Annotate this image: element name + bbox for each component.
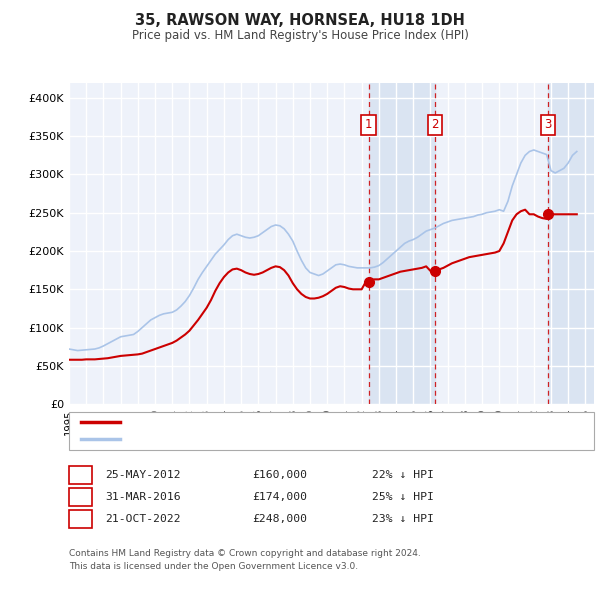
Text: This data is licensed under the Open Government Licence v3.0.: This data is licensed under the Open Gov… xyxy=(69,562,358,571)
Text: 2: 2 xyxy=(77,490,84,503)
Text: 3: 3 xyxy=(544,118,551,131)
Text: 1: 1 xyxy=(365,118,372,131)
Text: 2: 2 xyxy=(431,118,439,131)
Text: 21-OCT-2022: 21-OCT-2022 xyxy=(105,514,181,524)
Text: £160,000: £160,000 xyxy=(252,470,307,480)
Text: 1: 1 xyxy=(77,468,84,481)
Text: 31-MAR-2016: 31-MAR-2016 xyxy=(105,492,181,502)
Text: Contains HM Land Registry data © Crown copyright and database right 2024.: Contains HM Land Registry data © Crown c… xyxy=(69,549,421,558)
Text: 23% ↓ HPI: 23% ↓ HPI xyxy=(372,514,434,524)
Text: £248,000: £248,000 xyxy=(252,514,307,524)
Text: 35, RAWSON WAY, HORNSEA, HU18 1DH: 35, RAWSON WAY, HORNSEA, HU18 1DH xyxy=(135,13,465,28)
Text: 35, RAWSON WAY, HORNSEA, HU18 1DH (detached house): 35, RAWSON WAY, HORNSEA, HU18 1DH (detac… xyxy=(129,417,450,427)
Bar xyxy=(368,83,435,404)
Bar xyxy=(548,83,594,404)
Text: 25-MAY-2012: 25-MAY-2012 xyxy=(105,470,181,480)
Text: Price paid vs. HM Land Registry's House Price Index (HPI): Price paid vs. HM Land Registry's House … xyxy=(131,29,469,42)
Text: 25% ↓ HPI: 25% ↓ HPI xyxy=(372,492,434,502)
Text: 22% ↓ HPI: 22% ↓ HPI xyxy=(372,470,434,480)
Text: £174,000: £174,000 xyxy=(252,492,307,502)
Text: HPI: Average price, detached house, East Riding of Yorkshire: HPI: Average price, detached house, East… xyxy=(129,434,460,444)
Text: 3: 3 xyxy=(77,513,84,526)
